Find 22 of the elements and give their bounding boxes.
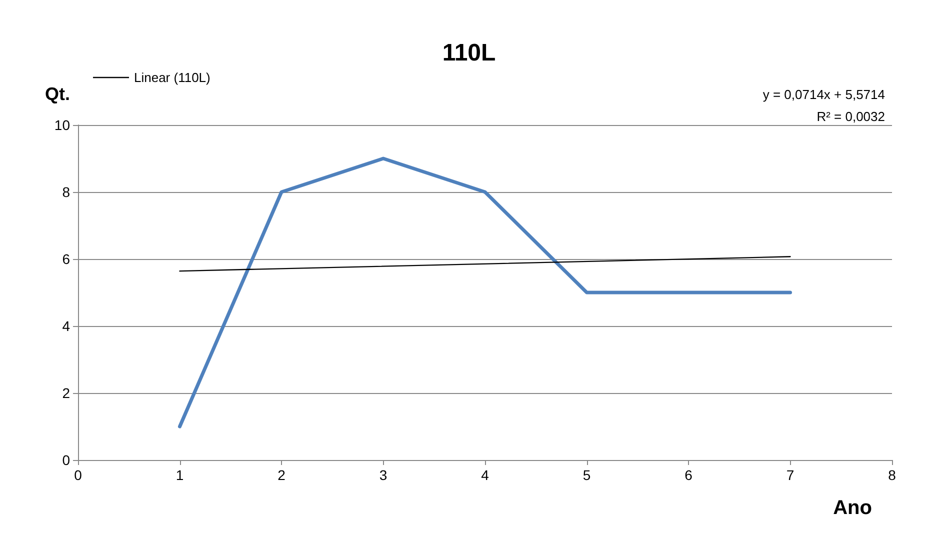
x-tick-label: 0 [74,467,82,483]
x-tick-label: 5 [582,467,591,483]
x-tick-label: 3 [379,467,388,483]
y-axis-title: Qt. [45,84,70,104]
text: y = 0,0714x + 5,5714 [762,87,885,102]
x-tick-label: 4 [481,467,490,483]
text: R² = 0,0032 [816,109,886,124]
x-tick-label: 2 [278,467,286,483]
chart-title: 110L [442,40,496,66]
y-tick-label: 10 [54,117,70,133]
x-axis-title: Ano [833,497,872,519]
y-tick-label: 8 [62,184,70,200]
y-tick-label: 6 [62,251,70,267]
x-tick-label: 8 [888,467,896,483]
x-tick-label: 6 [684,467,693,483]
line-series [178,156,792,428]
y-tick-label: 0 [62,452,70,468]
x-tick-label: 1 [176,467,184,483]
y-tick-label: 4 [62,318,70,334]
x-tick-label: 7 [786,467,794,483]
legend-label: Linear (110L) [134,70,210,85]
y-tick-label: 2 [62,385,70,401]
